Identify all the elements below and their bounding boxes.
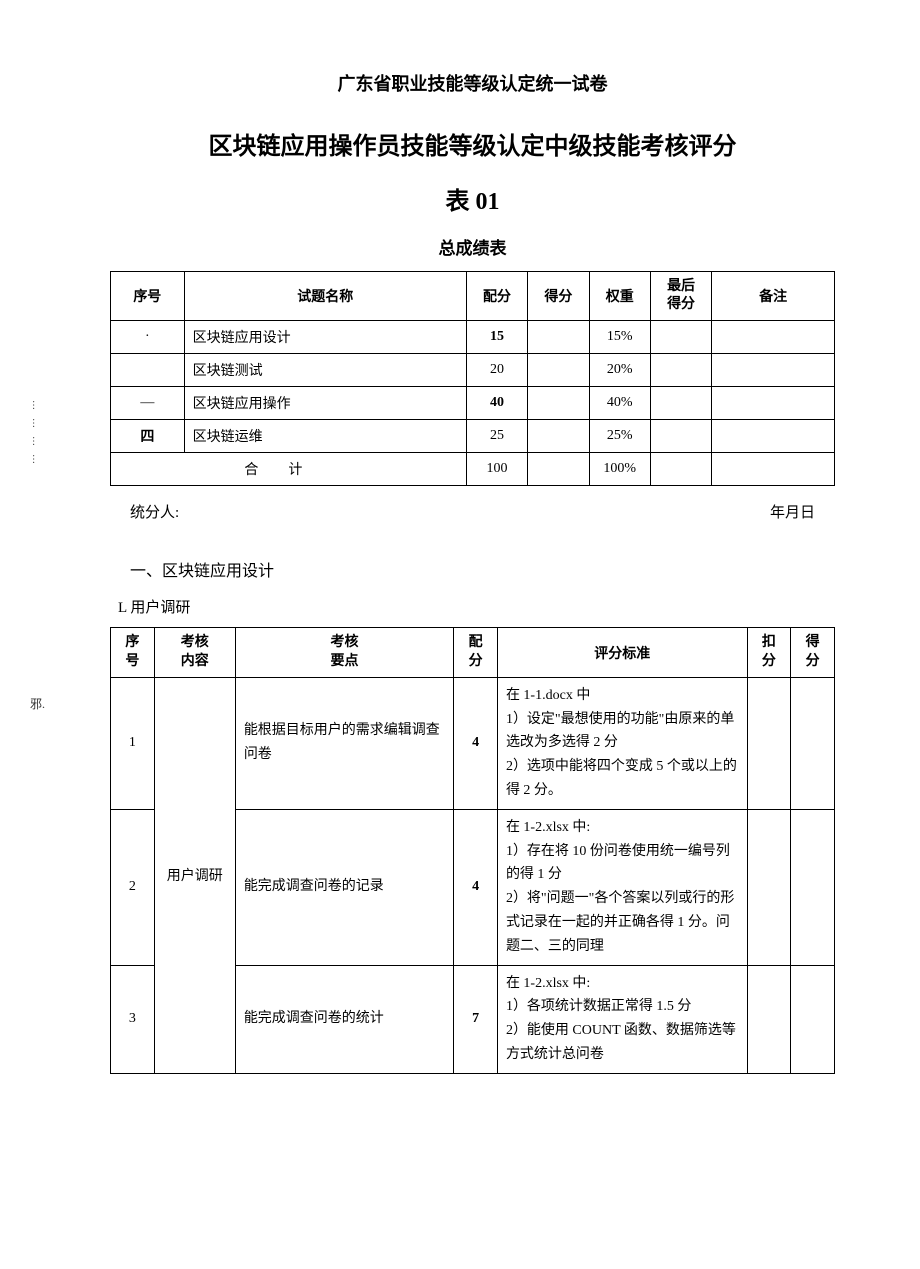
hdr-standard: 评分标准: [497, 628, 747, 677]
hdr-name: 试题名称: [184, 272, 466, 321]
doc-header: 广东省职业技能等级认定统一试卷: [110, 70, 835, 96]
hdr-score: 得分: [528, 272, 589, 321]
hdr-seq: 序号: [111, 628, 155, 677]
cell-total-final: [650, 453, 711, 486]
cell-seq: 1: [111, 677, 155, 809]
doc-title: 区块链应用操作员技能等级认定中级技能考核评分: [110, 126, 835, 161]
cell-weight: 25%: [589, 420, 650, 453]
date-label: 年月日: [770, 501, 815, 522]
cell-note: [712, 354, 835, 387]
table-row: — 区块链应用操作 40 40%: [111, 387, 835, 420]
cell-deduct: [747, 809, 791, 965]
section-1-title: 一、区块链应用设计: [130, 557, 835, 581]
cell-score: [528, 321, 589, 354]
cell-get: [791, 677, 835, 809]
cell-point: 能完成调查问卷的记录: [235, 809, 453, 965]
cell-points: 15: [466, 321, 527, 354]
table-row: 1 用户调研 能根据目标用户的需求编辑调查问卷 4 在 1-1.docx 中1）…: [111, 677, 835, 809]
score-summary-table: 序号 试题名称 配分 得分 权重 最后得分 备注 · 区块链应用设计 15 15…: [110, 271, 835, 486]
cell-total-score: [528, 453, 589, 486]
cell-total-label: 合计: [111, 453, 467, 486]
cell-final: [650, 387, 711, 420]
subsection-title: L 用户调研: [118, 596, 835, 617]
cell-get: [791, 965, 835, 1073]
table-row: · 区块链应用设计 15 15%: [111, 321, 835, 354]
cell-point: 能根据目标用户的需求编辑调查问卷: [235, 677, 453, 809]
cell-final: [650, 354, 711, 387]
hdr-allocation: 配分: [454, 628, 498, 677]
cell-points: 40: [466, 387, 527, 420]
table-header-row: 序号 试题名称 配分 得分 权重 最后得分 备注: [111, 272, 835, 321]
cell-point: 能完成调查问卷的统计: [235, 965, 453, 1073]
cell-allocation: 4: [454, 809, 498, 965]
cell-seq: 3: [111, 965, 155, 1073]
hdr-seq: 序号: [111, 272, 185, 321]
table-row: 四 区块链运维 25 25%: [111, 420, 835, 453]
cell-total-note: [712, 453, 835, 486]
cell-total-points: 100: [466, 453, 527, 486]
hdr-get: 得分: [791, 628, 835, 677]
cell-seq: [111, 354, 185, 387]
cell-seq: ·: [111, 321, 185, 354]
margin-dots: …………: [30, 400, 41, 472]
hdr-deduct: 扣分: [747, 628, 791, 677]
hdr-final: 最后得分: [650, 272, 711, 321]
cell-weight: 40%: [589, 387, 650, 420]
cell-content-merged: 用户调研: [154, 677, 235, 1073]
cell-get: [791, 809, 835, 965]
cell-name: 区块链测试: [184, 354, 466, 387]
margin-label: 邪.: [30, 695, 45, 712]
doc-subtitle: 总成绩表: [110, 234, 835, 259]
cell-seq: 四: [111, 420, 185, 453]
signature-row: 统分人: 年月日: [130, 501, 815, 522]
cell-standard: 在 1-1.docx 中1）设定"最想使用的功能"由原来的单选改为多选得 2 分…: [497, 677, 747, 809]
cell-points: 25: [466, 420, 527, 453]
cell-weight: 20%: [589, 354, 650, 387]
cell-score: [528, 420, 589, 453]
cell-standard: 在 1-2.xlsx 中:1）各项统计数据正常得 1.5 分2）能使用 COUN…: [497, 965, 747, 1073]
scorer-label: 统分人:: [130, 501, 179, 522]
cell-final: [650, 420, 711, 453]
table-total-row: 合计 100 100%: [111, 453, 835, 486]
cell-name: 区块链运维: [184, 420, 466, 453]
cell-final: [650, 321, 711, 354]
hdr-point: 考核要点: [235, 628, 453, 677]
detail-scoring-table: 序号 考核内容 考核要点 配分 评分标准 扣分 得分 1 用户调研 能根据目标用…: [110, 627, 835, 1073]
cell-note: [712, 321, 835, 354]
cell-seq: —: [111, 387, 185, 420]
cell-score: [528, 387, 589, 420]
hdr-note: 备注: [712, 272, 835, 321]
cell-standard: 在 1-2.xlsx 中:1）存在将 10 份问卷使用统一编号列的得 1 分2）…: [497, 809, 747, 965]
table-header-row: 序号 考核内容 考核要点 配分 评分标准 扣分 得分: [111, 628, 835, 677]
cell-allocation: 7: [454, 965, 498, 1073]
cell-score: [528, 354, 589, 387]
hdr-points: 配分: [466, 272, 527, 321]
cell-note: [712, 420, 835, 453]
cell-points: 20: [466, 354, 527, 387]
cell-deduct: [747, 965, 791, 1073]
hdr-weight: 权重: [589, 272, 650, 321]
cell-allocation: 4: [454, 677, 498, 809]
cell-deduct: [747, 677, 791, 809]
cell-note: [712, 387, 835, 420]
cell-name: 区块链应用操作: [184, 387, 466, 420]
hdr-content: 考核内容: [154, 628, 235, 677]
table-row: 区块链测试 20 20%: [111, 354, 835, 387]
cell-name: 区块链应用设计: [184, 321, 466, 354]
doc-table-number: 表 01: [110, 181, 835, 216]
cell-total-weight: 100%: [589, 453, 650, 486]
cell-seq: 2: [111, 809, 155, 965]
cell-weight: 15%: [589, 321, 650, 354]
